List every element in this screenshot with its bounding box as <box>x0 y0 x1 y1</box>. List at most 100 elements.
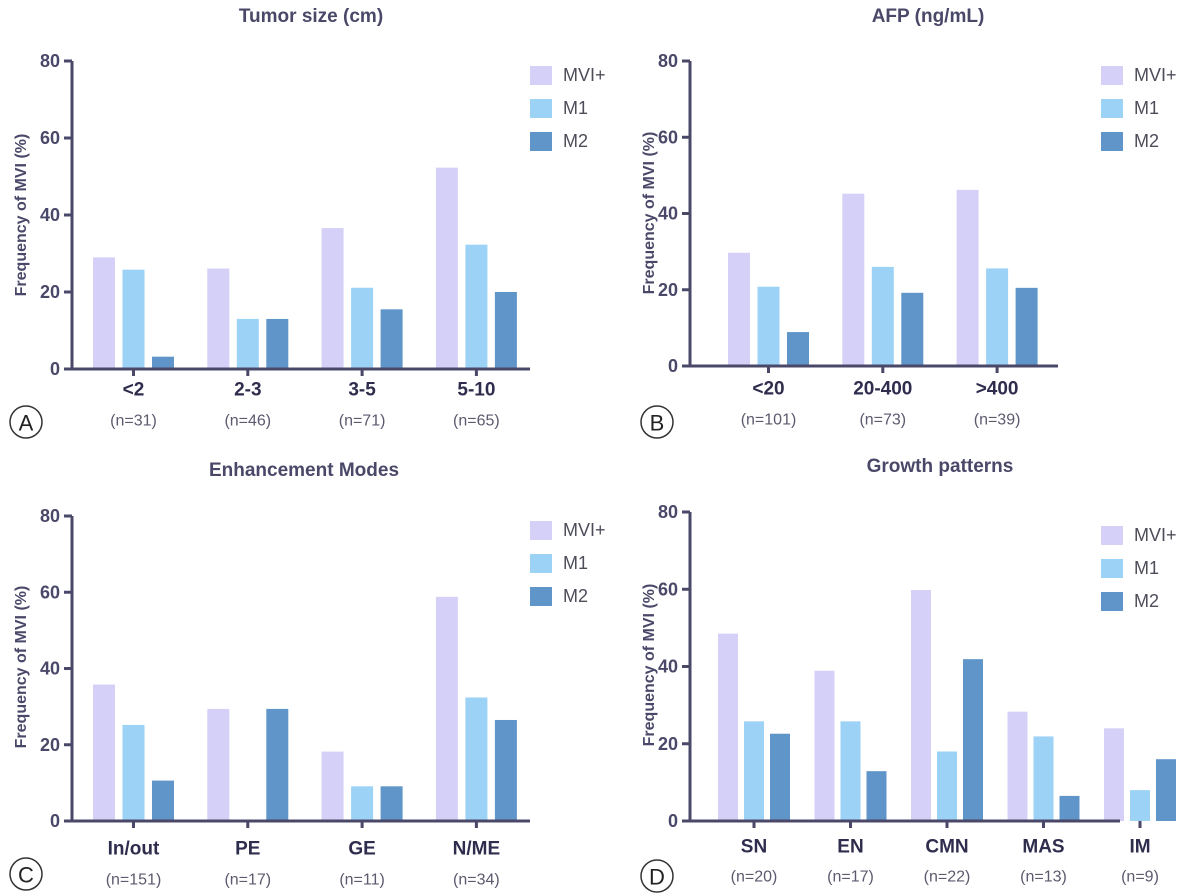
bar-m2-0 <box>152 780 174 821</box>
y-axis-label: Frequency of MVI (%) <box>13 134 30 297</box>
bar-m1-3 <box>1033 736 1054 821</box>
sample-count-label: (n=151) <box>106 872 162 889</box>
panel-label-circle <box>640 859 674 893</box>
bar-m2-0 <box>152 356 174 369</box>
legend-swatch-0 <box>1101 526 1123 545</box>
bar-m1-1 <box>871 266 894 366</box>
bar-m2-3 <box>494 719 517 821</box>
x-tick-label: PE <box>235 839 260 860</box>
panel-label-circle <box>640 405 674 439</box>
panel-label: D <box>649 865 665 890</box>
x-tick-label: MAS <box>1022 837 1064 858</box>
legend: MVI+ M1 M2 <box>1101 65 1177 151</box>
bar-mvi-plus-1 <box>842 193 865 366</box>
sample-count-label: (n=101) <box>741 412 797 429</box>
bar-mvi-plus-0 <box>93 684 115 821</box>
legend-label-0: MVI+ <box>563 520 606 540</box>
sample-count-label: (n=71) <box>339 413 386 430</box>
legend-swatch-0 <box>530 521 552 540</box>
legend: MVI+ M1 M2 <box>1101 525 1177 611</box>
bar-m1-2 <box>351 786 374 821</box>
chart-panel-c: Enhancement Modes Frequency of MVI (%) 0 20… <box>9 460 606 891</box>
bar-m2-1 <box>901 292 924 366</box>
bar-mvi-plus-2 <box>321 228 344 369</box>
panel-label-circle <box>9 857 43 891</box>
legend-swatch-1 <box>530 554 552 573</box>
y-tick-label: 0 <box>668 356 678 376</box>
bar-m2-1 <box>866 771 887 821</box>
legend-label-2: M2 <box>563 586 588 606</box>
chart-title: Tumor size (cm) <box>239 6 383 27</box>
bar-m2-0 <box>770 733 790 821</box>
x-tick-label: GE <box>348 839 375 860</box>
bar-m2-1 <box>266 318 289 369</box>
sample-count-label: (n=39) <box>974 412 1021 429</box>
bar-m2-2 <box>380 786 403 821</box>
sample-count-label: (n=13) <box>1020 869 1067 886</box>
y-tick-label: 80 <box>40 506 60 526</box>
x-tick-label: N/ME <box>453 839 501 860</box>
y-axis-label: Frequency of MVI (%) <box>13 586 30 749</box>
y-tick-label: 80 <box>658 51 678 71</box>
legend-label-1: M1 <box>1134 98 1159 118</box>
bar-mvi-plus-2 <box>911 590 931 821</box>
bar-m2-2 <box>963 659 983 821</box>
legend: MVI+ M1 M2 <box>530 65 606 151</box>
sample-count-label: (n=17) <box>827 869 874 886</box>
legend-swatch-1 <box>1101 99 1123 118</box>
bar-m1-0 <box>757 286 780 366</box>
bar-m1-4 <box>1130 790 1150 821</box>
chart-title: AFP (ng/mL) <box>872 6 985 27</box>
sample-count-label: (n=65) <box>453 413 500 430</box>
y-axis-label: Frequency of MVI (%) <box>641 584 658 747</box>
bar-m2-1 <box>266 708 289 821</box>
bar-mvi-plus-4 <box>1104 728 1124 821</box>
chart-panel-a: Tumor size (cm) Frequency of MVI (%) 0 20 40… <box>9 6 606 439</box>
bar-mvi-plus-3 <box>435 596 458 821</box>
sample-count-label: (n=73) <box>859 412 906 429</box>
legend-label-1: M1 <box>563 553 588 573</box>
chart-title: Enhancement Modes <box>209 460 399 481</box>
chart-title: Growth patterns <box>867 456 1014 477</box>
bar-m1-0 <box>122 269 145 369</box>
bar-mvi-plus-0 <box>718 633 738 821</box>
bar-m1-0 <box>744 721 764 821</box>
x-tick-label: In/out <box>108 839 160 860</box>
y-tick-label: 20 <box>658 734 678 754</box>
panel-label: B <box>650 411 665 436</box>
bar-mvi-plus-0 <box>93 257 115 369</box>
legend: MVI+ M1 M2 <box>530 520 606 606</box>
bar-mvi-plus-2 <box>321 751 344 821</box>
legend-label-0: MVI+ <box>1134 65 1177 85</box>
legend-swatch-2 <box>1101 592 1123 611</box>
bar-m1-2 <box>937 751 957 821</box>
legend-swatch-1 <box>1101 559 1123 578</box>
bar-m1-1 <box>236 318 259 369</box>
y-tick-label: 40 <box>658 204 678 224</box>
bar-mvi-plus-1 <box>207 708 230 821</box>
y-tick-label: 80 <box>40 51 60 71</box>
bar-m1-3 <box>465 697 488 821</box>
y-tick-label: 60 <box>658 579 678 599</box>
y-tick-label: 80 <box>658 502 678 522</box>
sample-count-label: (n=46) <box>224 413 271 430</box>
x-tick-label: >400 <box>976 379 1019 400</box>
x-tick-label: 2-3 <box>234 380 261 401</box>
y-tick-label: 0 <box>668 811 678 831</box>
bar-mvi-plus-1 <box>814 670 835 821</box>
bar-m2-4 <box>1156 759 1176 821</box>
y-tick-label: 60 <box>658 127 678 147</box>
y-tick-label: 60 <box>40 582 60 602</box>
bar-m1-2 <box>986 268 1009 366</box>
sample-count-label: (n=11) <box>339 872 385 889</box>
legend-swatch-2 <box>1101 132 1123 151</box>
sample-count-label: (n=22) <box>924 869 971 886</box>
legend-swatch-0 <box>530 66 552 85</box>
bar-m1-2 <box>351 287 374 369</box>
legend-swatch-1 <box>530 99 552 118</box>
legend-label-0: MVI+ <box>563 65 606 85</box>
bar-m1-0 <box>122 724 145 821</box>
legend-label-0: MVI+ <box>1134 525 1177 545</box>
sample-count-label: (n=17) <box>224 872 271 889</box>
bar-m2-2 <box>380 309 403 369</box>
